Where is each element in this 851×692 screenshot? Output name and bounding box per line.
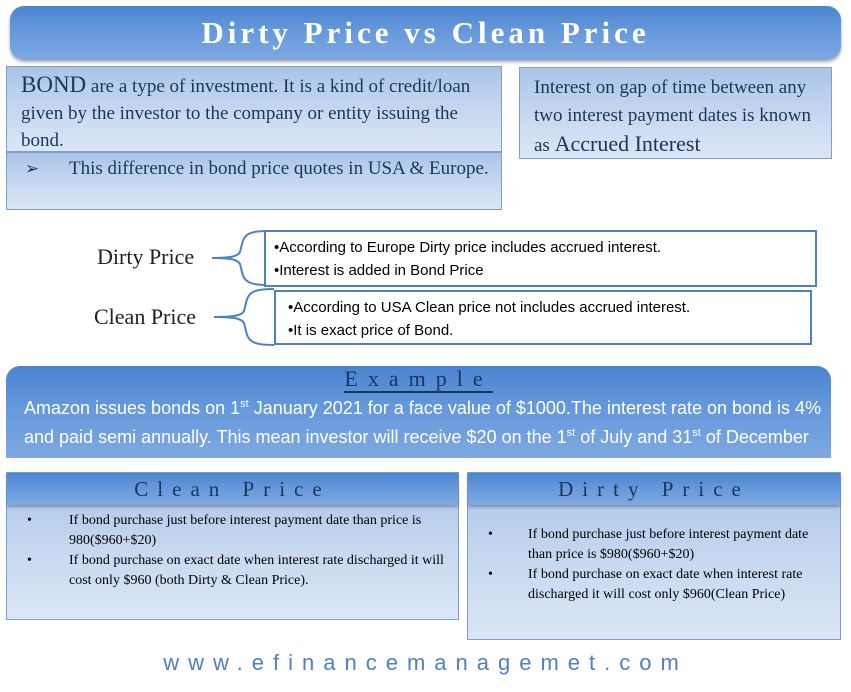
ordinal-suffix: st — [566, 427, 576, 439]
list-item-text: If bond purchase on exact date when inte… — [69, 553, 444, 588]
example-text-part: of December every year. — [24, 427, 809, 458]
title-banner: Dirty Price vs Clean Price — [10, 6, 841, 60]
clean-price-definition: •According to USA Clean price not includ… — [274, 290, 812, 345]
bond-text: are a type of investment. It is a kind o… — [21, 76, 471, 151]
list-item: • If bond purchase on exact date when in… — [7, 551, 447, 591]
accrued-text: Interest on gap of time between any two … — [534, 77, 812, 156]
bond-lead: BOND — [21, 72, 87, 97]
example-title-text: Example — [344, 366, 493, 393]
arrow-bullet-icon: ➢ — [25, 159, 40, 178]
dirty-brace-icon — [211, 230, 269, 286]
clean-panel-header: Clean Price — [7, 473, 458, 505]
clean-price-panel: Clean Price • If bond purchase just befo… — [6, 472, 459, 620]
dirty-point: •Interest is added in Bond Price — [274, 262, 484, 279]
example-panel: Example Amazon issues bonds on 1st Janua… — [6, 366, 831, 458]
clean-brace-icon — [213, 288, 275, 346]
bullet-icon: • — [488, 527, 493, 542]
clean-point: •According to USA Clean price not includ… — [288, 299, 691, 316]
difference-note-box: ➢ This difference in bond price quotes i… — [6, 152, 502, 210]
list-item: • If bond purchase just before interest … — [468, 525, 834, 565]
example-title: Example — [6, 366, 831, 393]
example-text-part: Amazon issues bonds on 1 — [24, 398, 241, 418]
dirty-price-label: Dirty Price — [97, 244, 195, 269]
clean-point: •It is exact price of Bond. — [288, 322, 454, 339]
page-title: Dirty Price vs Clean Price — [201, 15, 650, 50]
accrued-term: Accrued Interest — [554, 131, 701, 156]
list-item: • If bond purchase on exact date when in… — [468, 565, 834, 605]
dirty-price-definition: •According to Europe Dirty price include… — [264, 230, 817, 287]
list-item-text: If bond purchase on exact date when inte… — [528, 567, 803, 602]
example-text-part: January 2021 for a face value of $1000.T… — [24, 398, 822, 447]
list-item: • If bond purchase just before interest … — [7, 511, 447, 551]
clean-panel-list: • If bond purchase just before interest … — [7, 511, 447, 591]
ordinal-suffix: st — [692, 427, 701, 439]
dirty-panel-list: • If bond purchase just before interest … — [468, 525, 834, 605]
clean-price-label: Clean Price — [94, 304, 197, 329]
accrued-interest-box: Interest on gap of time between any two … — [519, 67, 832, 159]
list-item-text: If bond purchase just before interest pa… — [69, 513, 422, 548]
bullet-icon: • — [27, 513, 32, 528]
list-item-text: If bond purchase just before interest pa… — [528, 527, 809, 562]
dirty-price-panel: Dirty Price • If bond purchase just befo… — [467, 472, 841, 640]
example-text: Amazon issues bonds on 1st January 2021 … — [24, 392, 824, 458]
bullet-icon: • — [27, 553, 32, 568]
ordinal-suffix: st — [240, 398, 249, 410]
dirty-panel-header: Dirty Price — [468, 473, 840, 505]
dirty-point: •According to Europe Dirty price include… — [274, 239, 662, 256]
bond-intro-box: BOND are a type of investment. It is a k… — [6, 66, 502, 152]
website-url: www.efinancemanagemet.com — [163, 650, 688, 675]
example-text-part: of July and 31 — [575, 427, 693, 447]
difference-text: This difference in bond price quotes in … — [69, 158, 489, 179]
bullet-icon: • — [488, 567, 493, 582]
